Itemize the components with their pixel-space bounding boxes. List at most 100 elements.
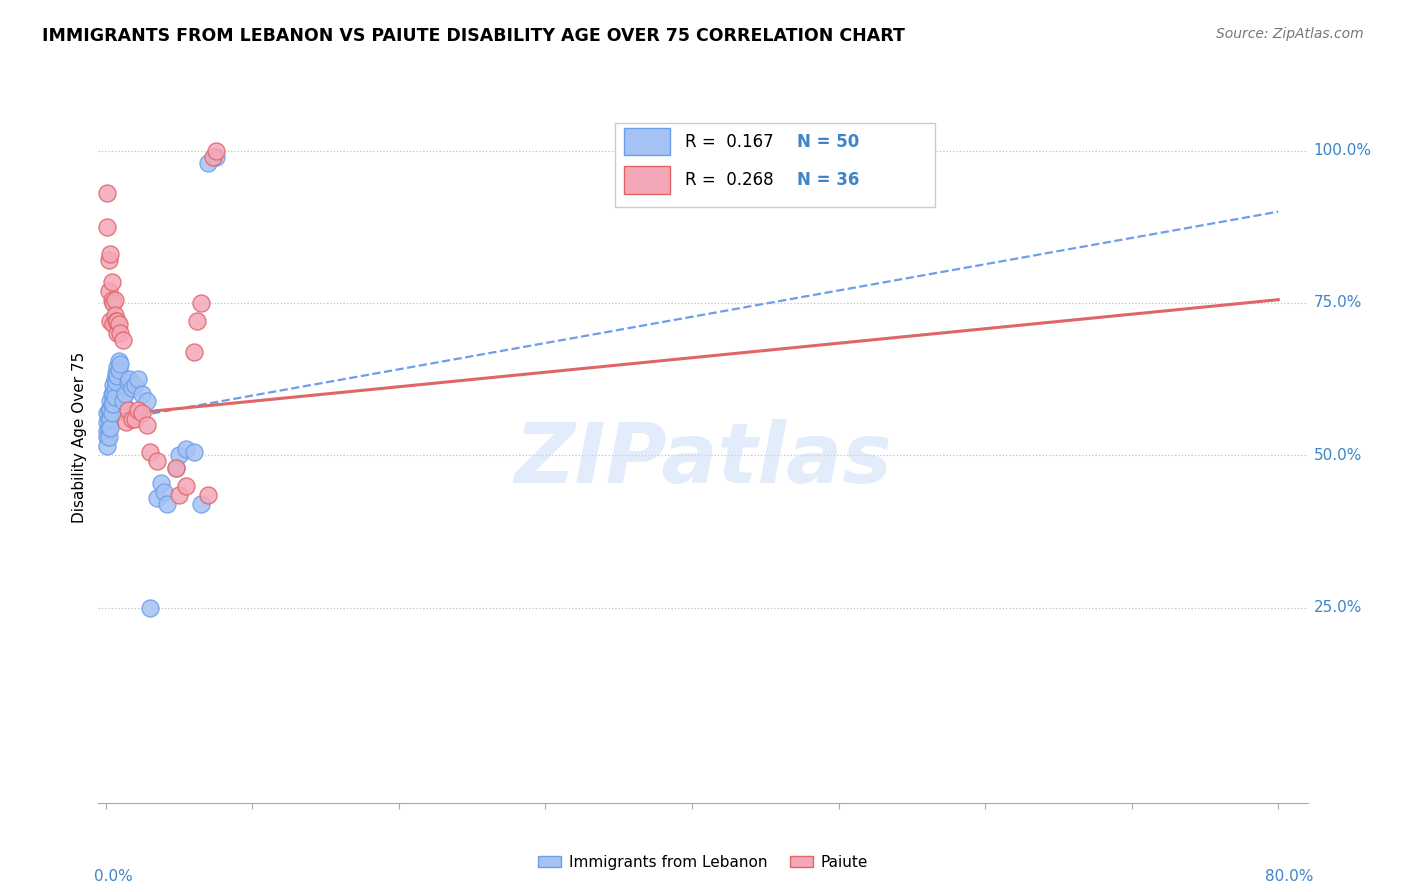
Point — [118, 372, 141, 386]
Text: 0.0%: 0.0% — [94, 869, 132, 884]
Point — [96, 406, 118, 420]
Point — [107, 326, 129, 341]
Point — [97, 411, 120, 425]
Point — [105, 366, 128, 380]
Point — [176, 479, 198, 493]
Point — [183, 344, 205, 359]
Point — [107, 359, 129, 374]
Point — [101, 396, 124, 410]
Point — [121, 411, 143, 425]
Point — [146, 454, 169, 468]
Point — [156, 497, 179, 511]
Text: R =  0.167: R = 0.167 — [685, 133, 773, 151]
Point — [138, 445, 160, 459]
Point — [127, 402, 149, 417]
Point — [108, 318, 131, 332]
Point — [127, 372, 149, 386]
Point — [138, 600, 160, 615]
Point — [107, 369, 129, 384]
Point — [96, 415, 118, 429]
Text: N = 50: N = 50 — [797, 133, 859, 151]
Point — [112, 393, 135, 408]
Point — [167, 488, 190, 502]
Point — [114, 387, 136, 401]
Point — [107, 314, 129, 328]
Point — [146, 491, 169, 505]
Point — [98, 314, 121, 328]
Point — [103, 372, 125, 386]
Point — [105, 314, 128, 328]
Point — [100, 293, 122, 307]
Point — [101, 378, 124, 392]
Point — [96, 430, 118, 444]
Point — [103, 381, 125, 395]
Point — [96, 186, 118, 201]
Point — [165, 460, 187, 475]
Point — [97, 284, 120, 298]
Point — [190, 497, 212, 511]
Point — [197, 488, 219, 502]
Point — [98, 393, 121, 408]
Text: IMMIGRANTS FROM LEBANON VS PAIUTE DISABILITY AGE OVER 75 CORRELATION CHART: IMMIGRANTS FROM LEBANON VS PAIUTE DISABI… — [42, 27, 905, 45]
Point — [121, 381, 143, 395]
Point — [167, 448, 190, 462]
Point — [131, 387, 153, 401]
Point — [117, 402, 139, 417]
Point — [110, 357, 132, 371]
Point — [105, 375, 128, 389]
Point — [97, 430, 120, 444]
Point — [100, 387, 122, 401]
Text: Source: ZipAtlas.com: Source: ZipAtlas.com — [1216, 27, 1364, 41]
Point — [97, 421, 120, 435]
Point — [96, 219, 118, 234]
Point — [97, 253, 120, 268]
Text: 80.0%: 80.0% — [1265, 869, 1313, 884]
Point — [124, 378, 146, 392]
Point — [103, 308, 125, 322]
Text: 25.0%: 25.0% — [1313, 600, 1362, 615]
Point — [112, 333, 135, 347]
Text: 75.0%: 75.0% — [1313, 295, 1362, 310]
Point — [100, 396, 122, 410]
Point — [190, 296, 212, 310]
Point — [150, 475, 173, 490]
Text: 50.0%: 50.0% — [1313, 448, 1362, 463]
Point — [197, 155, 219, 169]
Point — [117, 375, 139, 389]
Text: N = 36: N = 36 — [797, 171, 859, 189]
Point — [96, 424, 118, 438]
Point — [103, 391, 125, 405]
Point — [101, 387, 124, 401]
Point — [101, 318, 124, 332]
Text: 100.0%: 100.0% — [1313, 143, 1372, 158]
Y-axis label: Disability Age Over 75: Disability Age Over 75 — [72, 351, 87, 523]
Point — [108, 354, 131, 368]
Point — [98, 421, 121, 435]
Point — [131, 406, 153, 420]
Point — [153, 485, 176, 500]
Bar — [614, 122, 935, 207]
Point — [204, 150, 226, 164]
Point — [97, 402, 120, 417]
Point — [103, 293, 125, 307]
Point — [135, 393, 157, 408]
Point — [110, 326, 132, 341]
Point — [101, 296, 124, 310]
Point — [176, 442, 198, 457]
Point — [165, 460, 187, 475]
Point — [115, 415, 138, 429]
Text: ZIPatlas: ZIPatlas — [515, 418, 891, 500]
Point — [135, 417, 157, 432]
Bar — [624, 167, 671, 194]
Point — [98, 247, 121, 261]
Bar — [624, 128, 671, 155]
Point — [100, 275, 122, 289]
Legend: Immigrants from Lebanon, Paiute: Immigrants from Lebanon, Paiute — [531, 848, 875, 876]
Point — [100, 406, 122, 420]
Point — [96, 439, 118, 453]
Text: R =  0.268: R = 0.268 — [685, 171, 773, 189]
Point — [108, 363, 131, 377]
Point — [186, 314, 208, 328]
Point — [204, 144, 226, 158]
Point — [98, 411, 121, 425]
